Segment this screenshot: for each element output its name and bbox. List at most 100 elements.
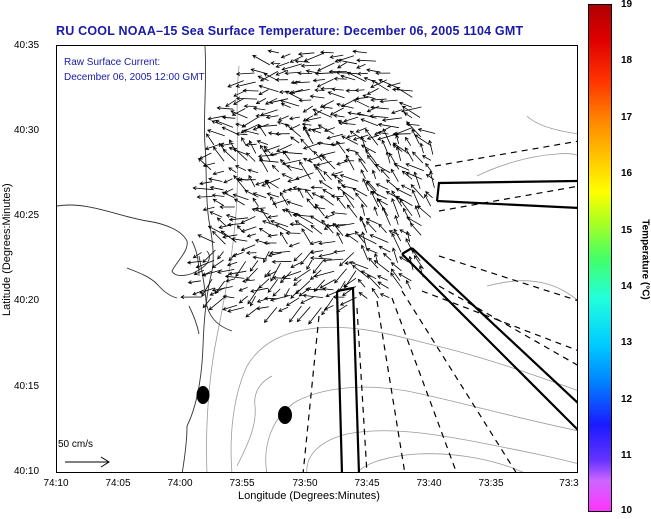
x-tick-label: 74:05 <box>105 478 131 489</box>
current-vector <box>403 207 412 225</box>
current-vector <box>311 129 322 134</box>
current-vector <box>232 193 249 201</box>
current-vector <box>366 134 380 140</box>
current-vector <box>339 252 355 267</box>
current-vector <box>254 206 266 211</box>
current-vector <box>357 234 377 245</box>
current-vector <box>333 175 344 182</box>
current-vector <box>216 106 234 111</box>
current-vector <box>309 256 332 261</box>
current-vector <box>281 159 301 166</box>
current-vector <box>313 109 323 116</box>
current-vector <box>405 279 411 290</box>
current-vector <box>368 257 379 269</box>
current-vector <box>378 79 399 89</box>
current-vector <box>370 79 388 88</box>
current-vector <box>333 113 345 118</box>
current-vector <box>333 76 347 81</box>
current-vector <box>353 99 370 108</box>
current-vector <box>346 233 359 243</box>
current-vector <box>403 112 413 119</box>
current-vector <box>390 262 402 272</box>
current-vector <box>346 134 357 139</box>
current-vector <box>349 261 369 270</box>
current-vector <box>293 252 303 262</box>
current-vector <box>282 150 291 161</box>
current-vector <box>323 305 334 311</box>
current-vector <box>211 286 233 292</box>
current-vector <box>293 80 310 85</box>
current-vector <box>279 159 292 171</box>
current-vector <box>197 234 215 243</box>
current-vector <box>238 295 248 304</box>
current-vector <box>406 216 422 227</box>
current-vector <box>399 229 412 237</box>
current-vector <box>267 131 281 136</box>
current-vector <box>193 269 205 276</box>
current-vector <box>280 102 291 108</box>
current-vector <box>356 58 376 63</box>
current-vector <box>349 130 367 143</box>
current-vector <box>217 269 235 274</box>
current-vector <box>321 155 336 170</box>
current-vector <box>391 232 402 253</box>
current-vector <box>336 196 346 209</box>
current-vector <box>355 127 367 133</box>
colorbar-tick: 10 <box>621 505 633 516</box>
current-vector <box>242 278 255 283</box>
current-vector <box>322 189 335 197</box>
current-vector <box>208 177 223 182</box>
current-vector <box>345 154 355 171</box>
current-vector <box>260 208 271 224</box>
current-vector <box>223 178 233 184</box>
current-vector <box>252 197 259 207</box>
current-vector <box>371 79 389 92</box>
y-tick-label: 40:35 <box>14 40 40 51</box>
current-vector <box>358 158 368 173</box>
current-vector <box>268 98 289 105</box>
current-vector <box>425 162 433 173</box>
map-panel[interactable] <box>56 45 578 473</box>
current-vector <box>365 217 378 225</box>
current-vector <box>400 184 412 191</box>
current-vector <box>271 259 292 264</box>
current-vector <box>345 148 356 153</box>
current-vector <box>244 189 259 198</box>
current-vector <box>286 200 303 207</box>
current-vector <box>235 261 247 278</box>
current-vector <box>313 150 323 161</box>
current-vector <box>318 180 333 190</box>
current-vector <box>327 91 345 99</box>
current-vector <box>233 198 245 206</box>
current-vector <box>222 234 238 239</box>
current-vector <box>279 99 300 107</box>
x-tick-label: 73:55 <box>229 478 255 489</box>
current-vector <box>270 262 281 282</box>
current-vector <box>258 278 270 289</box>
current-vector <box>405 237 414 253</box>
current-vector <box>289 222 301 227</box>
current-vector <box>257 75 269 81</box>
current-vector <box>267 252 282 258</box>
current-vector <box>390 168 399 182</box>
current-vector <box>265 115 279 120</box>
landmark-dot <box>196 386 210 404</box>
current-vector <box>259 157 269 173</box>
current-vector <box>298 286 312 297</box>
current-vector <box>318 241 336 246</box>
current-vector <box>336 231 344 244</box>
current-vector <box>395 145 402 161</box>
current-vector <box>369 234 389 243</box>
current-time: December 06, 2005 12:00 GMT <box>64 72 205 83</box>
current-vector <box>373 260 390 273</box>
current-vector <box>377 275 388 281</box>
current-vector <box>255 113 271 118</box>
current-vector <box>312 78 326 83</box>
current-vector <box>201 278 213 298</box>
x-tick-label: 73:40 <box>416 478 442 489</box>
current-vector <box>209 211 223 218</box>
current-vector <box>401 105 421 118</box>
current-vector <box>241 136 247 146</box>
current-vector <box>226 261 238 267</box>
current-vector <box>281 63 303 71</box>
